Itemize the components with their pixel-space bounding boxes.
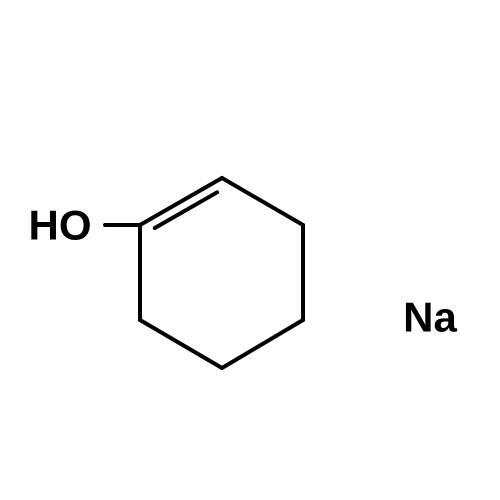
bond-C4-C5 — [222, 320, 303, 368]
label-hydroxyl: HO — [29, 202, 92, 249]
molecule-diagram: HO Na — [0, 0, 500, 500]
label-sodium: Na — [403, 294, 457, 341]
bond-C5-C6 — [140, 320, 222, 368]
bond-C1-C2 — [140, 178, 222, 225]
bond-C2-C3 — [222, 178, 303, 225]
